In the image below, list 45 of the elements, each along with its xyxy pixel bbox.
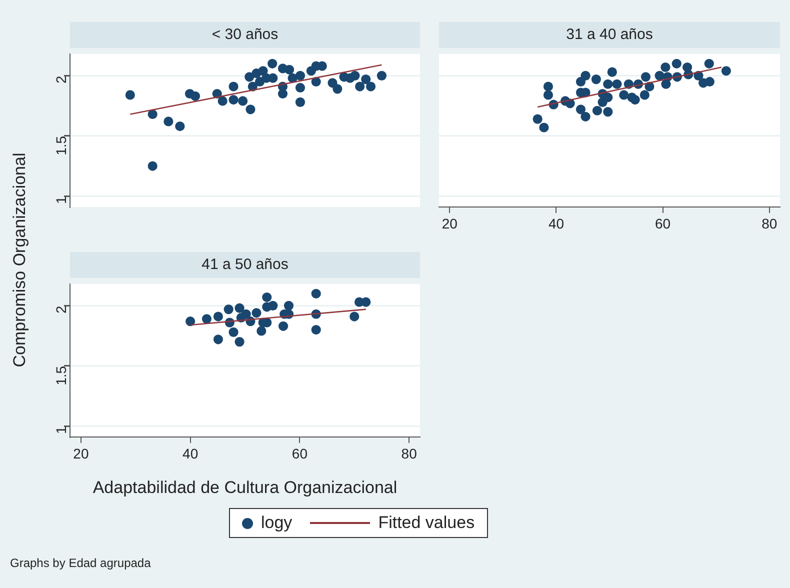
point [640,90,650,100]
point [543,82,554,92]
y-tick-label: 1 [52,426,69,434]
x-axis-title: Adaptabilidad de Cultura Organizacional [92,478,398,498]
point [603,79,613,89]
point [660,62,670,72]
x-tick-label: 40 [548,215,564,232]
y-tick-label: 2 [52,75,69,84]
y-tick-label: 1 [52,196,69,204]
x-tick-label: 20 [442,215,458,232]
point [580,112,590,122]
legend-label: logy [261,513,292,533]
point [640,72,651,82]
x-tick-label: 20 [73,445,89,462]
x-tick-label: 60 [292,445,308,462]
x-tick-label: 40 [182,445,198,462]
point [580,70,590,80]
y-tick-label: 2 [52,305,69,314]
point [630,94,640,105]
y-tick-label: 1.5 [52,136,69,156]
point [619,90,629,100]
point [543,90,554,100]
point [721,66,731,76]
text: Graphs by Edad agrupada [10,556,151,570]
point [592,106,602,116]
x-tick-label: 80 [762,215,778,232]
x-tick-label: 80 [401,445,418,462]
chart-title: < 30 años [70,22,420,48]
chart-title: 31 a 40 años [439,22,780,48]
x-tick-label: 60 [654,215,671,232]
legend-label: Fitted values [378,513,475,533]
point [612,79,622,89]
point [539,122,549,132]
point [704,76,714,87]
point [532,114,542,124]
point [603,107,613,117]
point [672,58,682,68]
point [607,67,617,77]
y-axis-title: Compromiso Organizacional [10,152,30,368]
point [591,74,601,84]
point [704,58,714,68]
chart-title: 41 a 50 años [70,252,420,278]
point [576,104,586,114]
y-tick-label: 1.5 [52,366,69,386]
point [603,92,613,102]
